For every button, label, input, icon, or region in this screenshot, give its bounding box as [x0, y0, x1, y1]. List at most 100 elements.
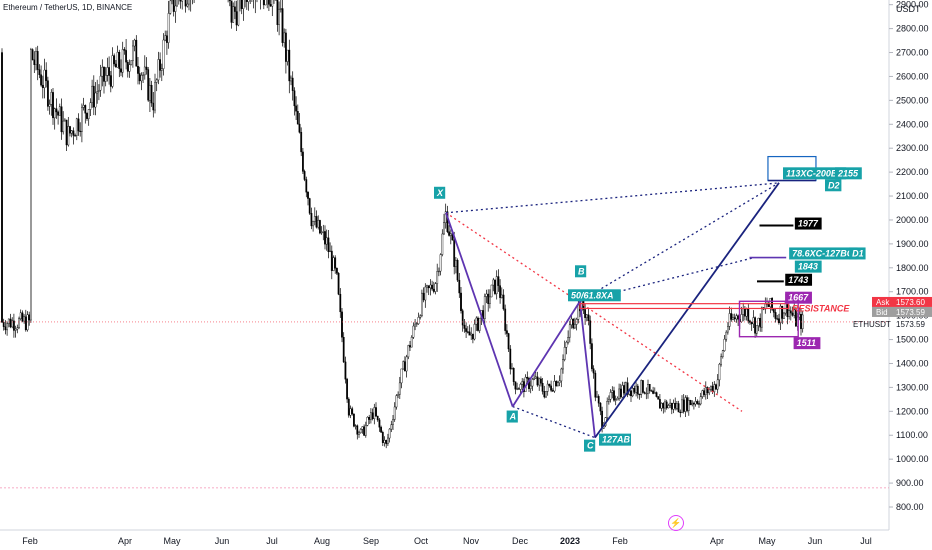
candle-body [97, 89, 100, 92]
candle-body [630, 390, 632, 397]
candle-body [534, 376, 537, 379]
candle-body [800, 314, 802, 329]
candle-body [155, 79, 158, 83]
candle-body [706, 387, 709, 394]
candle-body [228, 0, 231, 1]
candle-body [279, 8, 282, 10]
candle-body [84, 105, 87, 114]
candle-body [383, 440, 386, 443]
candle-body [159, 59, 161, 71]
candle-body [269, 4, 272, 7]
candle-body [608, 399, 610, 402]
candle-body [407, 345, 410, 358]
label-text: 50/61.8XA [571, 290, 614, 300]
candle-body [801, 314, 804, 329]
candle-body [412, 325, 415, 338]
chart-label: RESISTANCE [792, 303, 850, 313]
candle-body [696, 401, 699, 404]
candle-body [421, 292, 423, 317]
candle-body [138, 73, 141, 82]
candle-body [587, 314, 590, 321]
resistance-band [579, 303, 790, 310]
candle-body [536, 376, 539, 386]
candle-body [9, 318, 12, 328]
label-bg [849, 247, 866, 260]
candle-body [388, 428, 391, 439]
label-text: C [587, 441, 594, 451]
chart-label: 1667 [785, 291, 812, 304]
candle-body [555, 381, 558, 387]
candle-body [376, 415, 379, 421]
candle-body [404, 361, 406, 372]
candle-body [47, 80, 49, 107]
time-tick-label: Jun [808, 536, 823, 546]
candle-body [286, 49, 289, 62]
label-text: 1511 [797, 338, 816, 348]
label-text: X [436, 188, 444, 198]
candle-body [329, 250, 331, 253]
candle-body [752, 317, 755, 325]
candle-body [298, 123, 301, 133]
chart-label: 2155 [835, 167, 862, 180]
candle-body [160, 68, 163, 71]
candle-body [754, 317, 757, 334]
candle-body [62, 120, 65, 133]
candle-body [409, 345, 411, 348]
candle-body [271, 0, 274, 7]
candle-body [315, 216, 318, 228]
candle-body [232, 6, 235, 23]
candle-body [359, 429, 362, 434]
candle-body [774, 312, 777, 319]
candle-body [647, 384, 649, 394]
time-tick-label: Jun [215, 536, 230, 546]
candle-body [104, 75, 107, 82]
label-bg [506, 410, 518, 423]
candle-body [268, 0, 270, 5]
candle-body [53, 108, 56, 119]
candle-body [45, 69, 48, 81]
label-text: 78.6XC-127BC [792, 248, 854, 258]
candle-body [142, 74, 144, 76]
candle-body [463, 324, 466, 329]
consolidation-box [738, 300, 799, 338]
candle-body [181, 0, 184, 2]
candle-body [363, 426, 365, 436]
price-tick-label: 2300.00 [896, 143, 929, 153]
candle-body [21, 312, 24, 322]
candle-body [325, 237, 328, 245]
candle-body [492, 279, 495, 286]
candle-body [135, 39, 138, 67]
lightning-icon[interactable]: ⚡ [668, 515, 684, 531]
candle-body [682, 399, 685, 412]
candle-body [1, 52, 3, 323]
label-text: 2155 [837, 168, 859, 178]
candle-body [319, 220, 321, 234]
candle-body [789, 310, 792, 314]
label-text: 127AB [602, 435, 631, 445]
candle-body [497, 276, 500, 286]
candle-body [28, 314, 31, 321]
candle-body [781, 305, 784, 319]
candle-body [126, 61, 129, 72]
candle-body [11, 320, 14, 328]
time-tick-label: Nov [463, 536, 480, 546]
candle-body [426, 285, 428, 288]
candle-body [516, 388, 519, 390]
candle-body [584, 309, 587, 318]
candle-body [94, 92, 97, 108]
label-bg [794, 260, 822, 273]
price-tick-label: 1300.00 [896, 382, 929, 392]
candle-body [14, 328, 17, 331]
price-tick-label: 1400.00 [896, 358, 929, 368]
candle-body [41, 84, 44, 89]
candle-body [659, 399, 661, 409]
candle-body [730, 313, 733, 320]
candle-body [148, 84, 151, 101]
candle-body [458, 279, 461, 294]
candle-body [278, 9, 280, 25]
candle-body [477, 317, 479, 331]
candle-body [351, 408, 354, 415]
candles-group [1, 0, 804, 449]
candle-body [55, 108, 58, 113]
